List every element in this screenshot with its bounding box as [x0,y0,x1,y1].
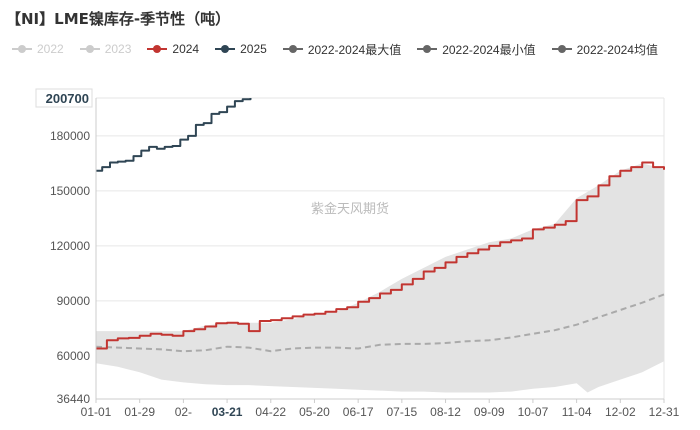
legend-item[interactable]: 2025 [215,42,267,56]
x-tick-label: 04-22 [255,405,286,419]
legend-label: 2022 [37,42,64,56]
legend-item[interactable]: 2022-2024均值 [551,41,658,58]
x-tick-label: 11-04 [562,405,592,419]
series-line-mean [95,293,665,353]
x-tick-label: 02- [175,405,192,419]
x-tick-label: 12-02 [605,405,636,419]
chart-legend: 2022 2023 2024 2025 2022-2024最大值 2022-2024最小值… [12,40,674,58]
legend-label: 2022-2024最大值 [307,42,402,57]
x-tick-label: 08-12 [430,405,461,419]
series-line-2024 [96,161,665,350]
watermark: 紫金天风期货 [311,201,389,216]
legend-item[interactable]: 2024 [147,42,199,56]
x-tick-label: 05-20 [299,405,330,419]
legend-marker-icon [147,45,168,53]
y-pointer-label: 200700 [46,91,89,106]
chart-title: 【NI】LME镍库存-季节性（吨） [6,10,231,28]
y-tick-label: 60000 [57,349,91,363]
legend-label: 2022-2024均值 [576,42,658,57]
x-tick-label: 12-31 [649,405,680,419]
legend-item[interactable]: 2022-2024最大值 [282,41,402,58]
legend-item[interactable]: 2022 [12,42,64,56]
legend-item[interactable]: 2023 [79,42,132,56]
legend-label: 2023 [104,42,132,56]
y-tick-label: 180000 [50,129,90,143]
legend-marker-icon [282,45,303,53]
series-line-2025 [96,98,252,172]
legend-label: 2022-2024最小值 [442,42,536,57]
x-tick-label: 01-29 [124,405,155,419]
y-tick-label: 150000 [50,184,90,198]
x-tick-label: 06-17 [343,405,374,419]
legend-marker-icon [215,45,236,53]
legend-marker-icon [12,45,32,53]
range-band [96,163,664,393]
x-tick-label: 01-01 [81,405,112,419]
x-tick-label: 07-15 [386,405,417,419]
x-tick-label: 10-07 [518,405,549,419]
legend-item[interactable]: 2022-2024最小值 [417,41,536,58]
y-tick-label: 90000 [57,294,91,308]
legend-marker-icon [417,45,438,53]
y-pointer-box [35,88,93,108]
x-pointer-label: 03-21 [212,405,243,419]
legend-marker-icon [551,45,572,53]
legend-label: 2025 [240,42,267,56]
legend-marker-icon [79,45,100,53]
y-tick-label: 36440 [57,392,91,406]
legend-label: 2024 [172,42,200,56]
x-tick-label: 09-09 [474,405,505,419]
y-tick-label: 120000 [50,239,90,253]
